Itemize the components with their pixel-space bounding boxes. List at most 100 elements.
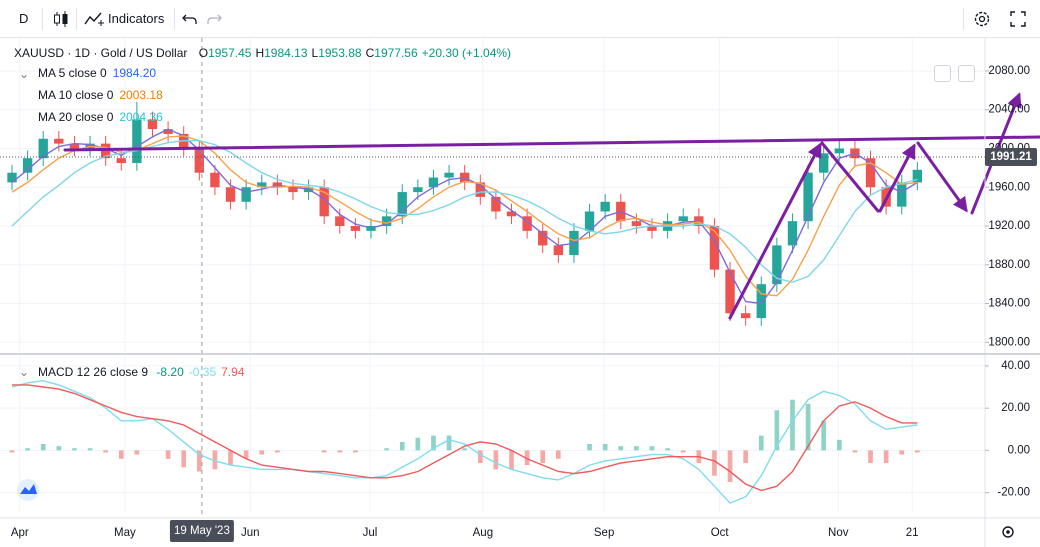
candle-body [756,284,766,319]
y-tick-label: 0.00 [1008,444,1030,456]
candle-body [288,187,298,193]
separator [174,8,175,30]
histogram-bar [852,450,858,453]
redo-icon [217,14,222,22]
ohlc-values: O1957.45 H1984.13 L1953.88 C1977.56 +20.30 (… [199,46,511,60]
candle-body [491,196,501,212]
histogram-bar [181,450,187,468]
y-tick-label: 1840.00 [988,298,1030,310]
histogram-bar [275,450,280,453]
logo [17,479,39,501]
candle-body [740,313,751,319]
ma-legend: MA 5 close 0 1984.20 MA 10 close 0 2003.18 M… [38,65,163,131]
x-tick-label: Sep [594,527,614,539]
gear-icon[interactable] [1002,526,1014,538]
histogram-bar [321,450,327,453]
histogram-bar [399,441,405,451]
ma-legend-row: MA 10 close 0 2003.18 [38,87,163,109]
icon-stroke [84,12,102,25]
candle-body [506,211,517,217]
histogram-bar [25,448,30,451]
histogram-bar [524,450,530,466]
indicators-icon[interactable] [84,10,104,28]
macd-legend: MACD 12 26 close 9 -8.20 -0.35 7.94 [38,364,244,380]
candle-body [803,172,813,222]
indicators-button[interactable]: Indicators [108,11,165,26]
collapse-legend[interactable]: ⌄ [19,365,30,379]
candle-body [381,216,392,227]
ohlc-label: O [198,46,209,60]
settings-icon[interactable] [973,10,991,28]
histogram-bar [259,450,265,455]
collapse-legend[interactable]: ⌄ [19,67,30,81]
macd-value: 7.94 [221,365,245,379]
y-tick-label: 1920.00 [988,220,1030,232]
x-tick-label: Apr [11,527,29,539]
symbol-legend: XAUUSD · 1D · Gold / US Dollar O1957.45 H… [14,45,511,61]
histogram-bar [165,450,171,459]
histogram-bar [899,450,905,455]
candle-body [335,216,345,227]
x-tick-label: Jul [363,527,378,539]
candle-body [444,172,454,178]
histogram-bar [353,450,358,453]
ma-legend-row: MA 20 close 0 2004.36 [38,109,163,131]
y-tick-label: 1880.00 [988,259,1030,271]
macd-title: MACD 12 26 close 9 [38,365,149,379]
histogram-bar [665,448,670,451]
candle-body [538,230,548,246]
fullscreen-icon[interactable] [1010,11,1026,27]
histogram-bar [712,450,717,476]
scroll-button[interactable] [934,65,951,82]
histogram-bar [540,450,546,464]
x-tick-label: May [114,527,136,539]
x-tick-label: Oct [711,527,730,539]
ohlc-label: C [365,46,375,60]
histogram-bar [415,437,421,451]
x-tick-label: Aug [473,527,493,539]
histogram-bar [774,410,780,451]
candle-body [522,216,532,231]
candle-body [350,226,361,231]
candle-body [584,211,595,231]
histogram-bar [337,450,343,453]
drawing-line [820,141,880,213]
candle-body [319,187,329,217]
histogram-bar [212,450,218,470]
histogram-bar [56,446,62,451]
separator [76,8,77,30]
candle-body [678,216,688,222]
settings-button[interactable] [1002,526,1014,538]
histogram-bar [602,444,608,451]
histogram-bar [384,448,389,451]
histogram-bar [618,446,624,451]
undo-redo[interactable] [180,12,224,26]
candle-body [69,143,80,149]
redo-icon[interactable] [207,17,221,24]
reset-button[interactable] [958,65,975,82]
interval-button[interactable]: D [19,11,29,26]
undo-icon[interactable] [183,17,197,24]
ma-name: MA 5 close 0 [38,66,107,80]
candle-body [257,182,267,188]
histogram-bar [196,450,202,472]
last-price-box [985,148,1037,167]
y-tick-label: 2080.00 [988,65,1030,77]
top-toolbar: D Indicators [0,0,1040,38]
chart-type-button[interactable] [52,10,70,28]
histogram-bar [790,399,795,451]
histogram-bar [727,450,733,483]
ma-name: MA 20 close 0 [38,110,114,124]
ma-line [11,135,918,297]
histogram-bar [40,444,46,451]
last-price-label: 1991.21 [990,151,1032,163]
candle-body [475,182,485,197]
candle-body [725,269,735,314]
candle-body [38,138,48,159]
price-change: +20.30 (+1.04%) [421,46,512,60]
histogram-bar [868,450,873,464]
histogram-bar [758,435,764,451]
histogram-bar [805,403,811,451]
candle-body [553,245,564,256]
